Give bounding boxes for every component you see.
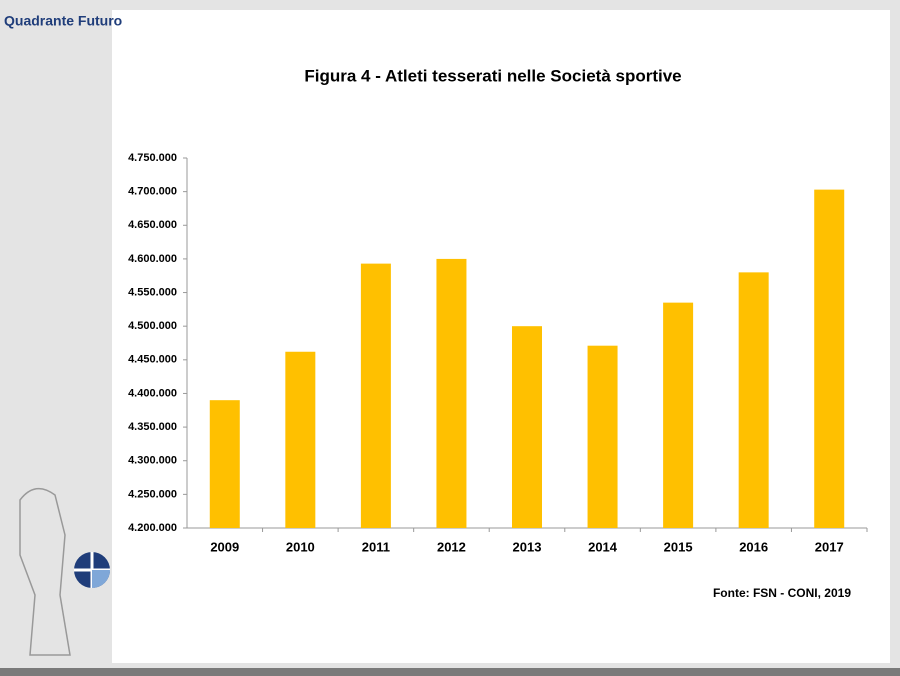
bar xyxy=(360,263,391,528)
bar xyxy=(209,400,240,528)
y-tick-label: 4.700.000 xyxy=(128,186,177,198)
bar xyxy=(436,258,467,528)
brand: Quadrante Futuro xyxy=(4,13,122,29)
card xyxy=(112,10,890,663)
y-tick-label: 4.500.000 xyxy=(128,320,177,332)
x-tick-label: 2011 xyxy=(362,539,390,554)
chart-title: Figura 4 - Atleti tesserati nelle Societ… xyxy=(304,66,681,85)
x-tick-label: 2017 xyxy=(815,539,844,554)
bar xyxy=(512,326,542,528)
x-tick-label: 2009 xyxy=(210,539,239,554)
x-tick-label: 2013 xyxy=(513,539,542,554)
y-tick-label: 4.250.000 xyxy=(128,488,177,500)
x-tick-label: 2016 xyxy=(739,539,768,554)
y-tick-label: 4.550.000 xyxy=(128,286,177,298)
x-tick-label: 2010 xyxy=(286,539,315,554)
y-tick-label: 4.650.000 xyxy=(128,219,177,231)
y-tick-label: 4.300.000 xyxy=(128,455,177,467)
bar xyxy=(663,302,694,528)
y-tick-label: 4.600.000 xyxy=(128,253,177,265)
x-tick-label: 2014 xyxy=(588,539,618,554)
bar xyxy=(814,189,845,529)
bottom-bar xyxy=(0,668,900,676)
y-tick-label: 4.400.000 xyxy=(128,387,177,399)
emblem xyxy=(19,487,110,656)
y-tick-label: 4.200.000 xyxy=(128,522,177,534)
bar xyxy=(738,272,769,528)
source: Fonte: FSN - CONI, 2019 xyxy=(713,586,851,600)
y-tick-label: 4.350.000 xyxy=(128,421,177,433)
y-tick-label: 4.450.000 xyxy=(128,354,177,366)
bar xyxy=(285,351,316,528)
x-tick-label: 2015 xyxy=(664,539,693,554)
bar xyxy=(587,345,618,528)
x-tick-label: 2012 xyxy=(437,539,466,554)
y-tick-label: 4.750.000 xyxy=(128,152,177,164)
